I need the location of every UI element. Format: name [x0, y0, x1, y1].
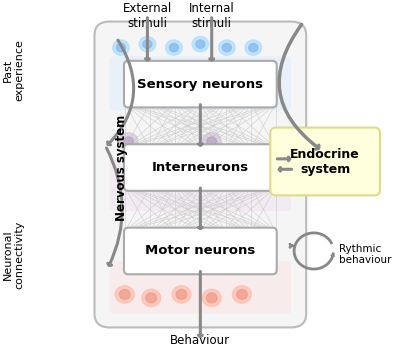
Circle shape — [119, 133, 138, 150]
Circle shape — [202, 133, 221, 150]
Text: Motor neurons: Motor neurons — [145, 244, 256, 258]
Circle shape — [143, 40, 152, 48]
Circle shape — [237, 290, 247, 299]
Circle shape — [146, 293, 156, 303]
FancyBboxPatch shape — [110, 159, 291, 211]
Circle shape — [113, 40, 129, 55]
Text: Nervous system: Nervous system — [115, 114, 128, 221]
Circle shape — [169, 44, 178, 52]
Circle shape — [196, 40, 205, 48]
Text: Rythmic
behaviour: Rythmic behaviour — [339, 244, 392, 265]
Text: Past
experience: Past experience — [2, 39, 24, 101]
FancyBboxPatch shape — [124, 228, 277, 274]
Text: Neuronal
connectivity: Neuronal connectivity — [2, 220, 24, 289]
Circle shape — [120, 290, 130, 299]
Circle shape — [166, 40, 182, 55]
Circle shape — [202, 289, 221, 306]
Circle shape — [116, 44, 126, 52]
Text: Interneurons: Interneurons — [152, 161, 249, 174]
FancyBboxPatch shape — [124, 144, 277, 191]
Text: Sensory neurons: Sensory neurons — [137, 77, 263, 91]
Text: External
stimuli: External stimuli — [123, 2, 172, 30]
Circle shape — [206, 293, 217, 303]
Circle shape — [249, 44, 258, 52]
Circle shape — [142, 289, 161, 306]
FancyBboxPatch shape — [110, 261, 291, 313]
Circle shape — [172, 286, 191, 303]
Text: Internal
stimuli: Internal stimuli — [189, 2, 234, 30]
Circle shape — [245, 40, 262, 55]
Circle shape — [139, 37, 156, 52]
FancyBboxPatch shape — [94, 22, 306, 327]
Text: Endocrine
system: Endocrine system — [290, 148, 360, 176]
FancyBboxPatch shape — [270, 128, 380, 195]
Circle shape — [115, 286, 134, 303]
Circle shape — [218, 40, 235, 55]
Circle shape — [176, 290, 187, 299]
Circle shape — [207, 137, 217, 146]
Circle shape — [222, 44, 231, 52]
FancyBboxPatch shape — [110, 56, 291, 110]
Circle shape — [124, 137, 134, 146]
Circle shape — [192, 37, 209, 52]
Text: Behaviour: Behaviour — [170, 334, 230, 347]
FancyBboxPatch shape — [124, 61, 277, 107]
Circle shape — [232, 286, 251, 303]
